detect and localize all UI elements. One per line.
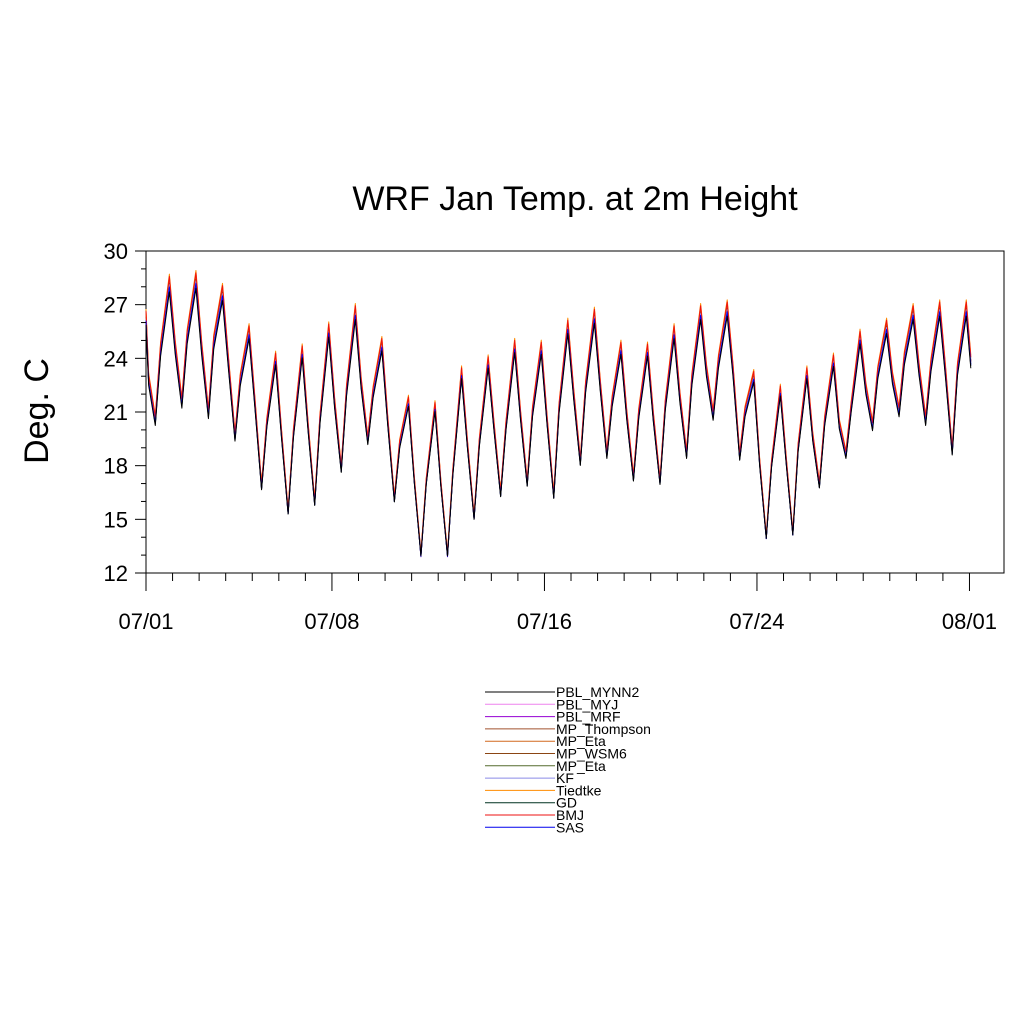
chart-title: WRF Jan Temp. at 2m Height: [352, 180, 798, 218]
series-layer: [145, 270, 972, 558]
x-tick-label: 08/01: [942, 609, 997, 634]
series-line-pbl-mynn2: [145, 287, 972, 557]
legend-label: SAS: [556, 819, 584, 835]
y-tick-label: 15: [104, 507, 128, 532]
legend-label: KF: [556, 770, 574, 786]
axis-layer: 12 15 18 21 24 27 30 07/01 07/08 07/16 07/24 08/01: [104, 239, 997, 634]
legend-label: MP_WSM6: [556, 746, 627, 762]
legend-label: PBL_MYJ: [556, 696, 618, 712]
legend-label: BMJ: [556, 807, 584, 823]
y-tick-label: 27: [104, 293, 128, 318]
x-tick-label: 07/16: [517, 609, 572, 634]
x-tick-label: 07/08: [304, 609, 359, 634]
y-tick-label: 18: [104, 454, 128, 479]
legend: PBL_MYNN2PBL_MYJPBL_MRFMP_ThompsonMP_Eta…: [485, 684, 651, 835]
legend-label: PBL_MYNN2: [556, 684, 639, 700]
legend-label: MP_Thompson: [556, 721, 651, 737]
legend-label: GD: [556, 795, 577, 811]
y-tick-label: 12: [104, 561, 128, 586]
x-tick-label: 07/01: [118, 609, 173, 634]
y-axis-label: Deg. C: [18, 358, 56, 464]
x-tick-label: 07/24: [729, 609, 784, 634]
y-tick-label: 30: [104, 239, 128, 264]
y-tick-label: 21: [104, 400, 128, 425]
legend-label: PBL_MRF: [556, 709, 621, 725]
legend-label: Tiedtke: [556, 782, 602, 798]
legend-label: MP_Eta: [556, 733, 606, 749]
legend-label: MP_Eta: [556, 758, 606, 774]
y-tick-label: 24: [104, 346, 128, 371]
